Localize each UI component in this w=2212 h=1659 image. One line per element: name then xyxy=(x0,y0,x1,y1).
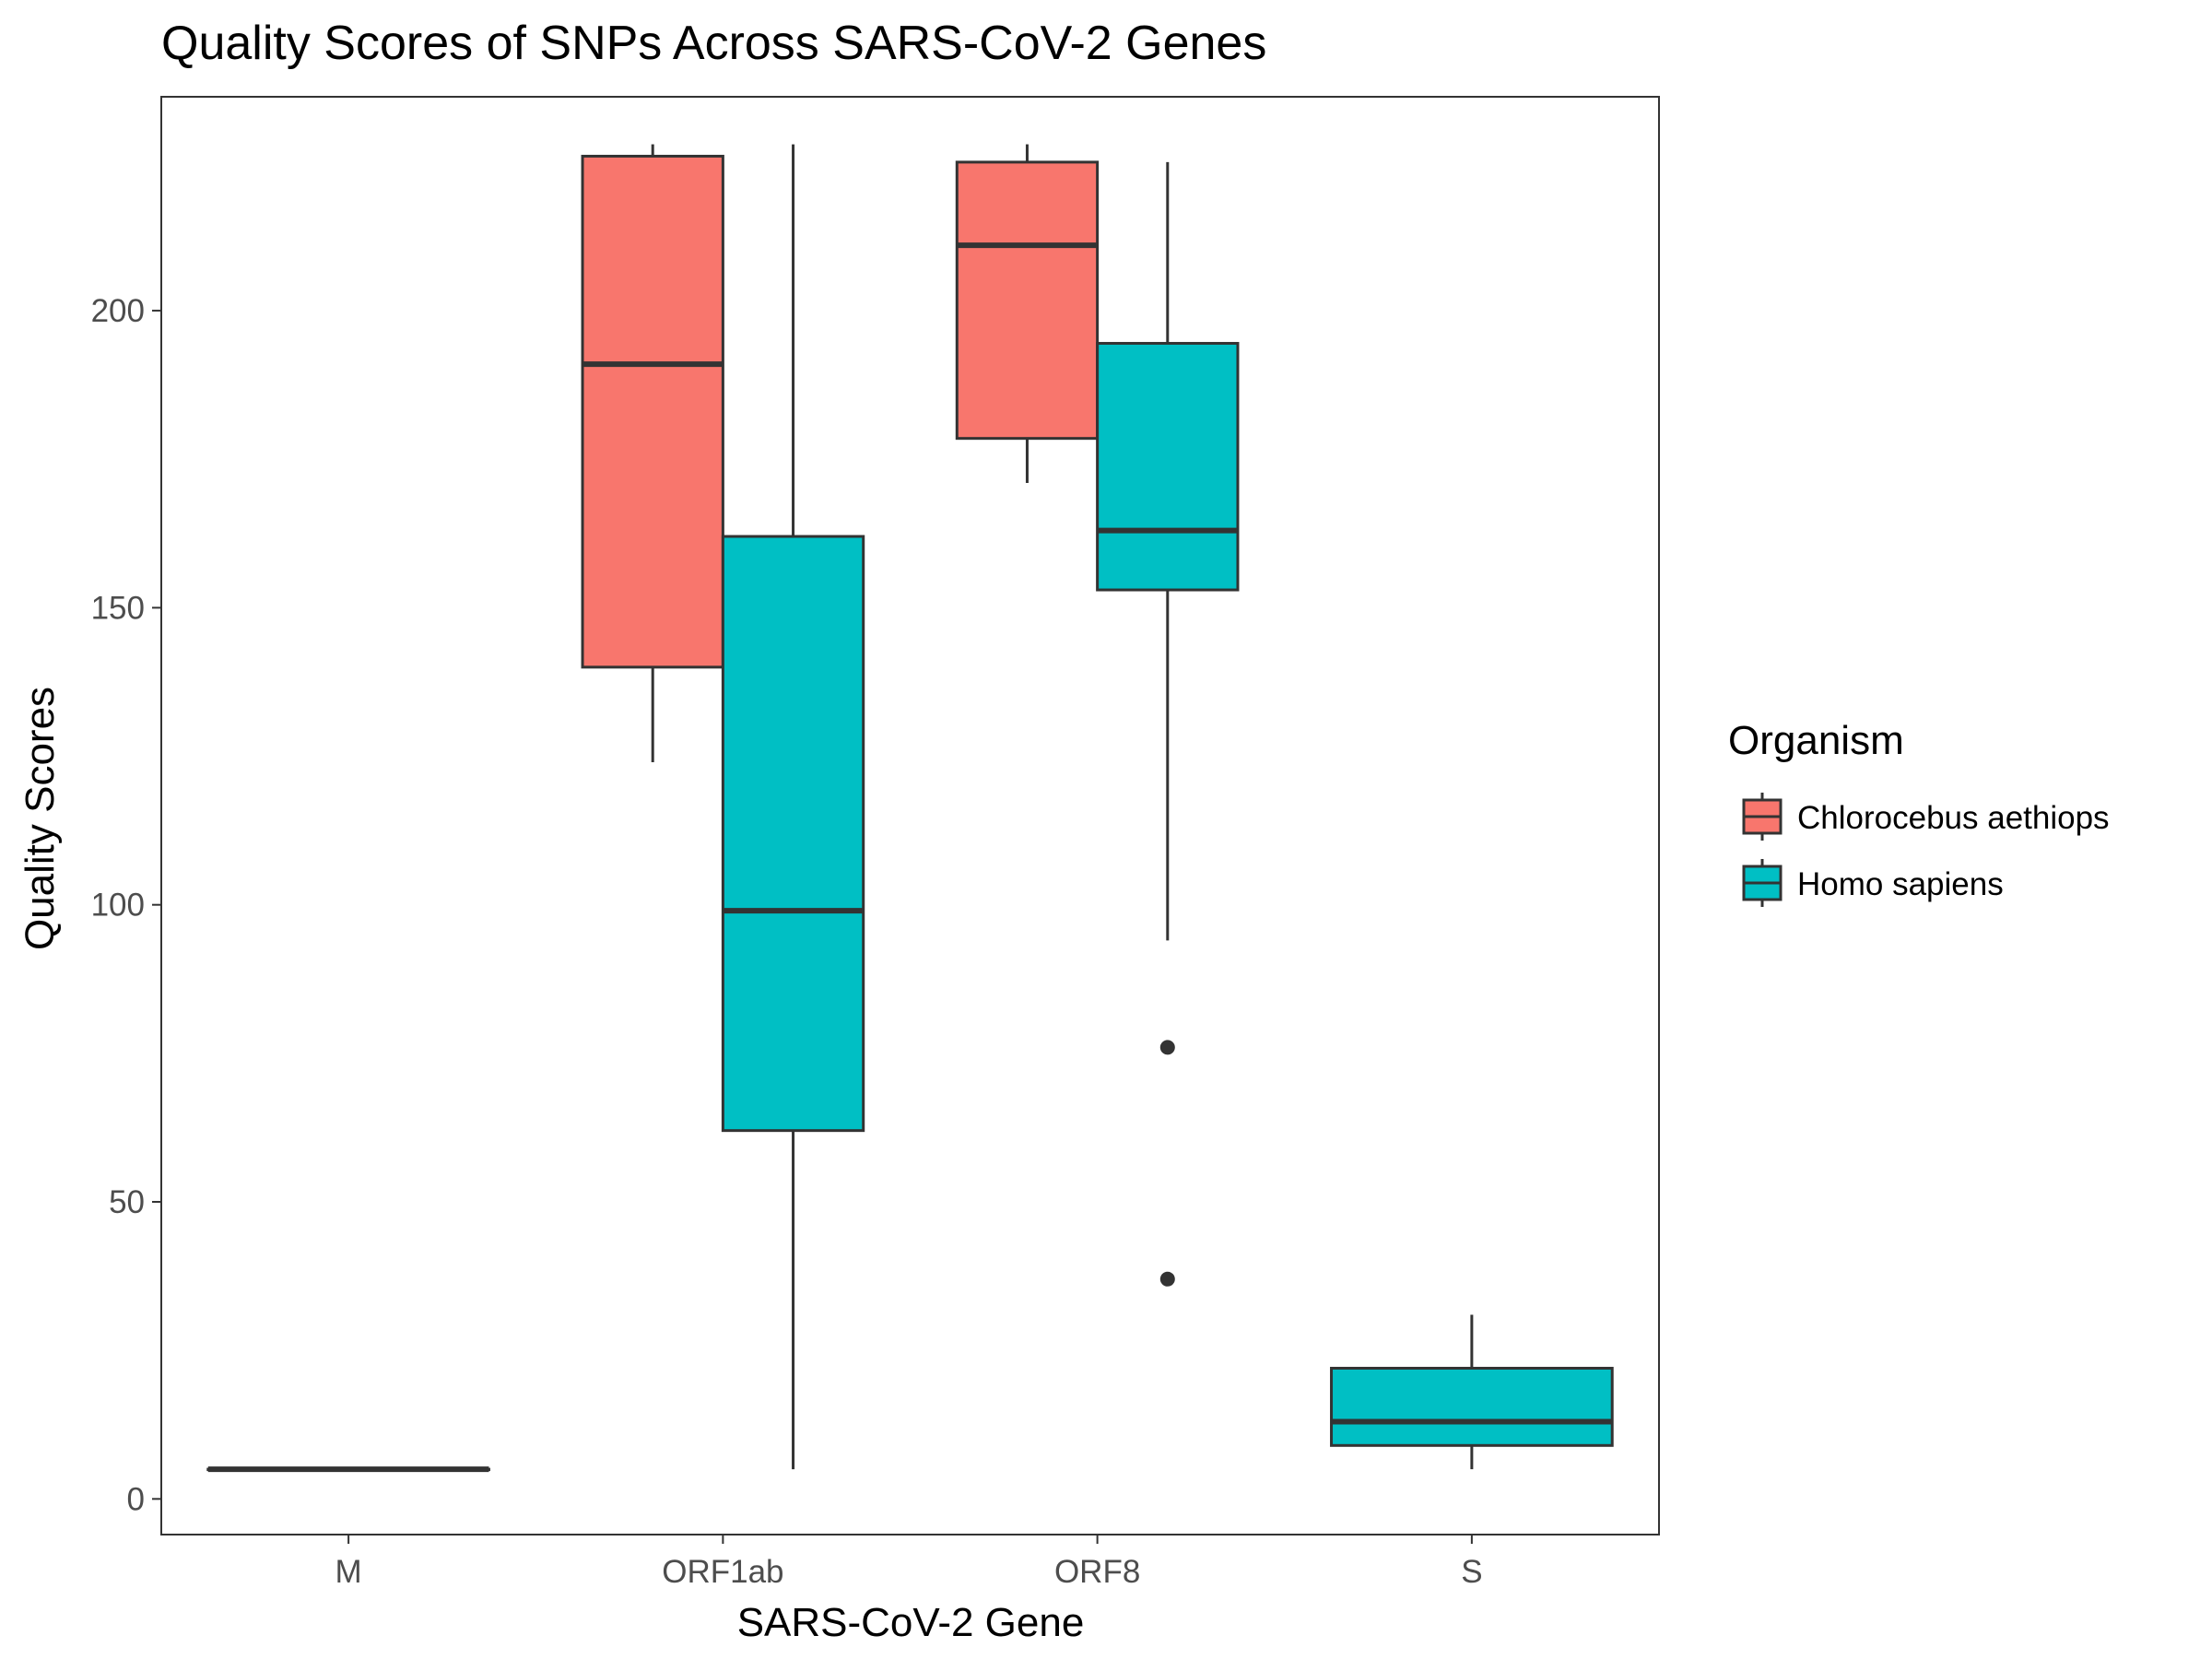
box-body xyxy=(721,535,865,1133)
x-tick-label: M xyxy=(335,1554,362,1590)
y-tick-label: 0 xyxy=(127,1481,145,1517)
x-axis: M ORF1ab ORF8 S xyxy=(335,1535,1483,1590)
box-M-homo-sapiens xyxy=(206,1466,490,1473)
legend-item-chlorocebus-aethiops: Chlorocebus aethiops xyxy=(1742,793,2110,841)
outlier-point xyxy=(1159,1271,1175,1287)
x-axis-title: SARS-CoV-2 Gene xyxy=(737,1600,1085,1645)
x-tick-label: ORF1ab xyxy=(662,1554,783,1590)
y-axis: 0 50 100 150 200 xyxy=(91,293,161,1517)
x-tick-label: ORF8 xyxy=(1054,1554,1140,1590)
legend-title: Organism xyxy=(1728,718,1904,763)
box-ORF8-homo-sapiens xyxy=(1096,161,1240,1287)
x-tick-label: S xyxy=(1461,1554,1482,1590)
plot-area xyxy=(160,96,1660,1535)
box-ORF1ab-homo-sapiens xyxy=(721,144,865,1470)
y-tick-label: 100 xyxy=(91,888,145,924)
y-axis-title: Quality Scores xyxy=(18,687,63,950)
legend-item-homo-sapiens: Homo sapiens xyxy=(1742,859,2004,907)
box-body xyxy=(1096,342,1240,592)
box-ORF1ab-chlorocebus-aethiops xyxy=(581,144,724,762)
box-S-homo-sapiens xyxy=(1330,1314,1614,1470)
y-tick-label: 200 xyxy=(91,293,145,329)
box-body xyxy=(1330,1367,1614,1447)
box-body xyxy=(581,154,724,669)
box-ORF8-chlorocebus-aethiops xyxy=(955,144,1100,484)
legend: Organism Chlorocebus aethiops Homo sapien… xyxy=(1728,718,2110,907)
outlier-point xyxy=(1159,1040,1175,1055)
y-tick-label: 50 xyxy=(109,1184,145,1220)
panel-border xyxy=(160,96,1660,1535)
box-body xyxy=(955,160,1100,441)
legend-label: Chlorocebus aethiops xyxy=(1797,800,2110,836)
chart-title: Quality Scores of SNPs Across SARS-CoV-2… xyxy=(161,17,1266,70)
legend-label: Homo sapiens xyxy=(1797,866,2004,902)
y-tick-label: 150 xyxy=(91,590,145,626)
